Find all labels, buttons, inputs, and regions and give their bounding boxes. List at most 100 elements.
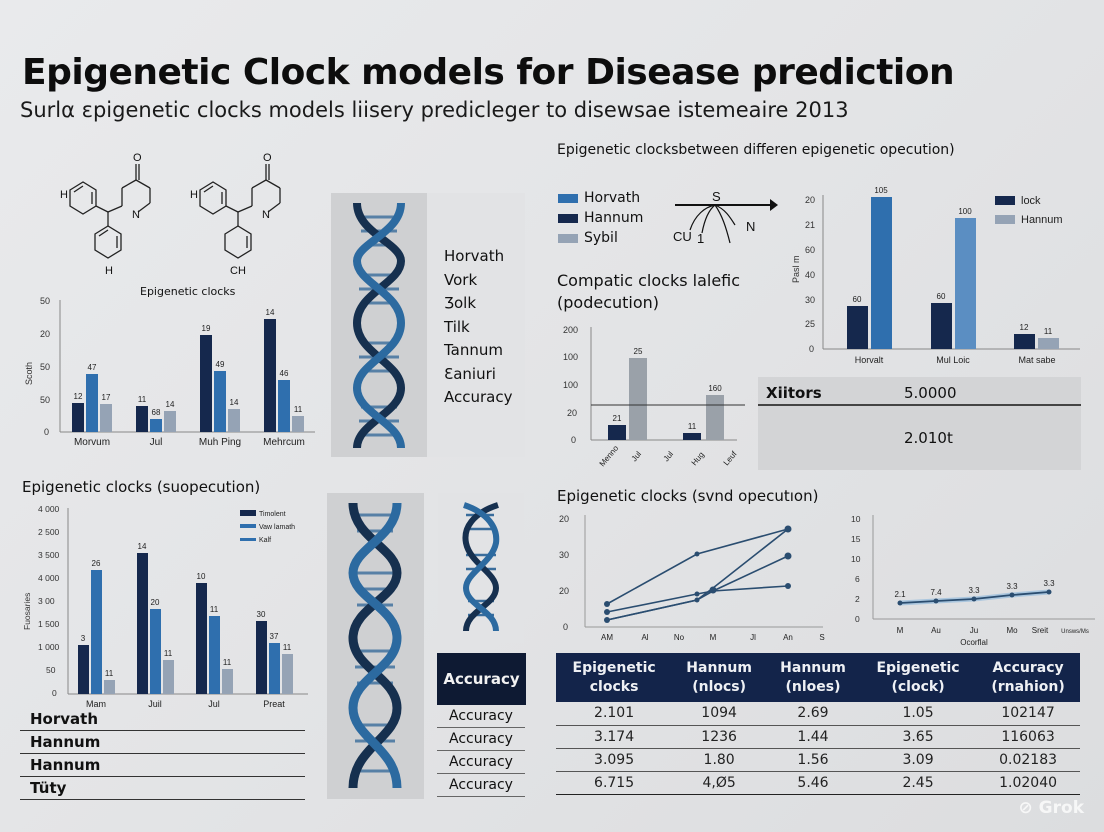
svg-text:Morvum: Morvum (74, 437, 110, 448)
svg-text:46: 46 (280, 369, 289, 378)
svg-text:Pasl m: Pasl m (791, 255, 801, 283)
svg-text:Juil: Juil (148, 699, 162, 709)
svg-text:20: 20 (805, 195, 815, 205)
legend-item: Horvath (558, 188, 643, 208)
svg-text:11: 11 (294, 405, 303, 414)
clock-names-list: Horvath Vork Ʒolk Tilk Tannum Ɛaniuri Ac… (427, 193, 525, 457)
svg-text:N: N (262, 209, 270, 221)
svg-text:4 000: 4 000 (38, 504, 60, 514)
svg-text:O: O (263, 152, 272, 164)
svg-text:Sreit: Sreit (1032, 626, 1049, 635)
table-cell: 4,Ø5 (672, 771, 767, 795)
table-cell: 3.095 (556, 748, 673, 772)
legend-swatch (558, 213, 578, 223)
stats-value-2: 2.010t (904, 429, 953, 447)
svg-text:26: 26 (92, 559, 101, 568)
svg-text:14: 14 (166, 400, 175, 409)
svg-text:30: 30 (559, 550, 569, 560)
page-title: Epigenetic Clock models for Disease pred… (22, 52, 955, 93)
table-cell: 116063 (976, 725, 1080, 749)
chart-a-grouped-bars: 50 20 50 50 0 Scoth 12 47 17 11 68 (20, 295, 320, 455)
molecules-caption: Epigenetic clocks (140, 285, 236, 298)
svg-text:3.3: 3.3 (1006, 582, 1018, 591)
svg-text:Muh Ping: Muh Ping (199, 437, 241, 448)
svg-text:20: 20 (559, 586, 569, 596)
svg-text:Kalf: Kalf (259, 537, 271, 544)
svg-text:100: 100 (958, 207, 972, 216)
svg-text:0: 0 (855, 614, 860, 624)
svg-text:50: 50 (40, 296, 50, 306)
table-cell: 2.101 (556, 702, 673, 726)
svg-text:S: S (712, 189, 721, 204)
svg-text:Ocorflal: Ocorflal (960, 638, 988, 647)
svg-text:0: 0 (52, 688, 57, 698)
chart-f-line: 10 15 10 6 2 0 2.1 7.4 3.3 3.3 3.3 M Au … (845, 510, 1100, 650)
svg-text:15: 15 (851, 534, 861, 544)
svg-text:Scoth: Scoth (24, 362, 34, 385)
chart-b-bars: 20 21 60 40 30 25 0 Pasl m 60 105 60 100… (785, 183, 1104, 368)
svg-text:20: 20 (40, 329, 50, 339)
molecule-structures: H H O N H CH O N (50, 148, 310, 283)
svg-text:Al: Al (641, 633, 648, 642)
svg-text:19: 19 (202, 324, 211, 333)
svg-text:2.1: 2.1 (894, 590, 906, 599)
svg-text:14: 14 (138, 542, 147, 551)
svg-text:200: 200 (563, 325, 578, 335)
table-cell: 2.69 (766, 702, 860, 726)
svg-text:Timolent: Timolent (259, 511, 286, 518)
svg-text:0: 0 (809, 344, 814, 354)
svg-text:1 000: 1 000 (38, 642, 60, 652)
svg-text:49: 49 (216, 360, 225, 369)
section-title-bottom-mid: Epigenetic clocks (svnd opecutıon) (557, 487, 819, 505)
section-title-bottom-left: Epigenetic clocks (suopecution) (22, 478, 261, 496)
svg-text:M: M (710, 633, 717, 642)
svg-text:50: 50 (40, 362, 50, 372)
svg-text:1: 1 (697, 231, 704, 246)
row-list-item: Hannum (20, 731, 305, 754)
watermark: ⊘ Grok (1018, 798, 1085, 818)
section-subtitle: Compatic clocks lalefic (podecution) (557, 271, 741, 312)
table-row: 6.715 4,Ø5 5.46 2.45 1.02040 (556, 771, 1080, 795)
stats-label: Xiitors (766, 384, 822, 402)
table-cell: 102147 (976, 702, 1080, 726)
table-cell: 1094 (672, 702, 767, 726)
svg-text:60: 60 (937, 292, 946, 301)
chart-c-bars: 200 100 100 20 0 21 25 11 160 Menno Jul … (555, 322, 755, 472)
svg-text:Mo: Mo (1006, 626, 1018, 635)
svg-text:N: N (132, 209, 140, 221)
table-row: 3.095 1.80 1.56 3.09 0.02183 (556, 748, 1080, 772)
table-cell: 5.46 (766, 771, 860, 795)
svg-text:3: 3 (81, 634, 86, 643)
svg-text:No: No (674, 633, 685, 642)
svg-text:H: H (60, 189, 68, 201)
table-cell: 0.02183 (976, 748, 1080, 772)
svg-text:Jul: Jul (208, 699, 220, 709)
svg-text:Hug: Hug (690, 450, 706, 467)
table-cell: 3.174 (556, 725, 673, 749)
chart-e-line: 20 30 20 0 AM Al No M Jl An S (555, 510, 835, 645)
row-list-item: Horvath (20, 708, 305, 731)
svg-text:21: 21 (805, 220, 815, 230)
svg-text:Jl: Jl (750, 633, 756, 642)
dna-helix-icon (352, 202, 406, 449)
svg-text:Horvalt: Horvalt (855, 355, 884, 365)
accuracy-cell: Accuracy (437, 751, 525, 774)
svg-text:11: 11 (138, 395, 147, 404)
svg-text:3.3: 3.3 (1043, 579, 1055, 588)
legend-swatch (558, 233, 578, 243)
svg-text:lock: lock (1021, 195, 1041, 207)
svg-text:7.4: 7.4 (930, 588, 942, 597)
table-cell: 3.65 (859, 725, 977, 749)
svg-text:CU: CU (673, 229, 692, 244)
svg-text:50: 50 (40, 395, 50, 405)
svg-text:Preat: Preat (263, 699, 285, 709)
svg-text:Leuf: Leuf (722, 449, 739, 467)
svg-text:Mehrcum: Mehrcum (263, 437, 305, 448)
table-cell: 3.09 (859, 748, 977, 772)
svg-text:25: 25 (805, 319, 815, 329)
svg-text:S: S (819, 633, 824, 642)
dna-helix-icon (462, 502, 500, 632)
section-title-top-right: Epigenetic clocksbetween differen epigen… (557, 142, 955, 158)
svg-text:O: O (133, 152, 142, 164)
stats-value-1: 5.0000 (904, 384, 957, 402)
